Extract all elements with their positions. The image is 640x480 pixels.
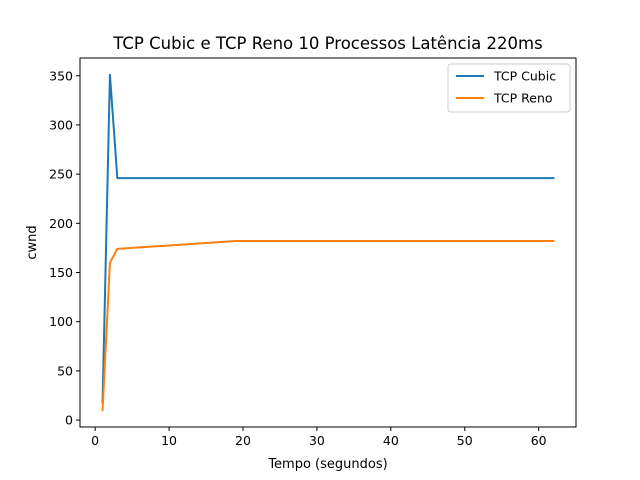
plot-area — [101, 73, 555, 412]
x-tick-label: 40 — [383, 433, 399, 448]
y-axis: 0 50 100 150 200 250 300 350 — [49, 68, 80, 428]
x-tick-label: 30 — [309, 433, 325, 448]
y-tick-label: 350 — [49, 68, 73, 83]
series-line-1 — [101, 73, 555, 404]
y-tick-label: 150 — [49, 265, 73, 280]
legend: TCP Cubic TCP Reno — [447, 63, 571, 113]
x-tick-label: 50 — [457, 433, 473, 448]
x-tick-label: 0 — [91, 433, 99, 448]
x-tick-label: 10 — [161, 433, 177, 448]
y-tick-label: 300 — [49, 117, 73, 132]
axes-frame — [79, 57, 577, 428]
y-tick-label: 0 — [65, 413, 73, 428]
y-tick-label: 250 — [49, 167, 73, 182]
y-tick-label: 200 — [49, 216, 73, 231]
series-line-2 — [101, 240, 555, 412]
x-axis-label: Tempo (segundos) — [267, 457, 387, 472]
legend-label-1: TCP Cubic — [493, 69, 556, 84]
x-axis: 0 10 20 30 40 50 60 — [91, 427, 547, 448]
y-axis-label: cwnd — [25, 225, 40, 259]
x-tick-label: 60 — [531, 433, 547, 448]
y-tick-label: 100 — [49, 314, 73, 329]
legend-label-2: TCP Reno — [493, 91, 553, 106]
y-tick-label: 50 — [57, 363, 73, 378]
x-tick-label: 20 — [235, 433, 251, 448]
chart-title: TCP Cubic e TCP Reno 10 Processos Latênc… — [112, 34, 542, 53]
